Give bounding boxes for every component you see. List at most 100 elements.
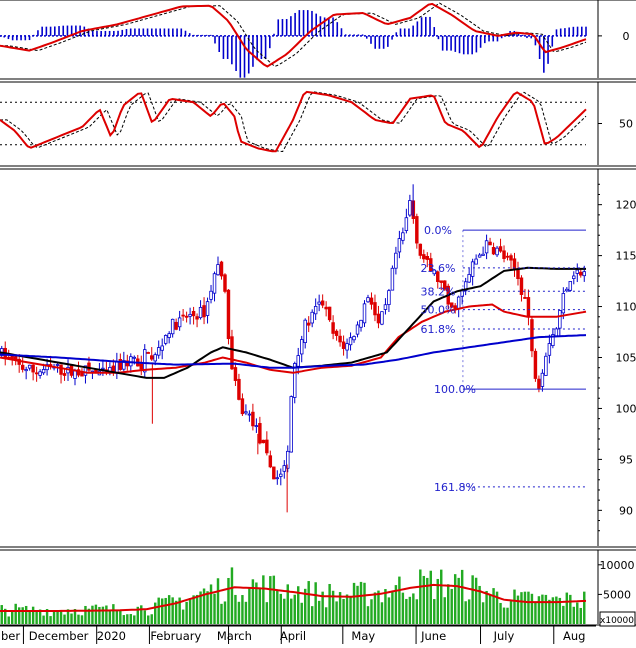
volume-bar [112,604,114,624]
price-candle-body [409,201,412,216]
price-candle-body [395,253,398,268]
volume-bar [356,586,358,624]
price-candle-body [485,241,488,253]
volume-bar [130,614,132,624]
price-candle-body [283,466,286,472]
price-candle-body [206,302,209,316]
price-candle-body [74,371,77,379]
price-candle-body [499,247,502,251]
volume-bar [171,597,173,624]
volume-bar [314,582,316,624]
price-axis-label: 100 [616,402,636,415]
volume-bar [109,611,111,624]
price-candle-body [259,423,262,443]
price-candle-body [182,315,185,316]
volume-bar [423,576,425,624]
price-candle-body [290,397,293,452]
volume-bar [300,603,302,624]
volume-bar [538,596,540,624]
volume-bar [49,616,51,624]
volume-bar [461,570,463,624]
price-candle-body [178,318,181,327]
price-candle-body [262,440,265,442]
x-axis-label: April [280,629,306,643]
volume-unit-label: x10000 [600,616,634,626]
volume-bar [14,604,16,624]
x-axis-label: June [420,629,446,643]
price-candle-body [25,370,28,371]
price-candle-body [489,242,492,245]
fibonacci-level-label: 0.0% [424,224,452,237]
price-candle-body [370,298,373,304]
price-candle-body [527,297,530,316]
volume-bar [126,614,128,624]
price-candle-body [276,478,279,479]
x-axis-label: 2020 [97,629,126,643]
volume-bar [573,607,575,624]
volume-bar [433,599,435,624]
price-candle-body [565,289,568,291]
x-axis-label: July [493,629,515,643]
volume-bar [450,589,452,624]
macd-axis-label: 0 [623,30,630,43]
price-candle-body [360,320,363,327]
volume-bar [248,588,250,624]
volume-bar [370,599,372,624]
price-candle-body [325,307,328,309]
price-candle-body [384,305,387,310]
volume-bar [206,591,208,624]
price-axis-label: 95 [619,453,633,466]
price-candle-body [241,399,244,414]
price-candle-body [234,368,237,381]
volume-bar [517,596,519,624]
volume-bar [520,592,522,624]
price-candle-body [572,276,575,279]
volume-bar [283,599,285,624]
price-axis-label: 115 [616,250,636,263]
fibonacci-level-label: 100.0% [434,383,476,396]
price-candle-body [506,256,509,257]
volume-bar [266,602,268,624]
price-candle-body [269,456,272,467]
price-candle-body [192,311,195,315]
volume-bar [416,599,418,624]
volume-bar [513,590,515,624]
price-candle-body [140,364,143,369]
volume-bar [140,605,142,624]
x-axis-label: Aug [563,629,585,643]
price-candle-body [381,312,384,325]
x-axis-label: ber [1,629,20,643]
volume-bar [527,592,529,624]
price-candle-body [548,344,551,356]
volume-bar [506,608,508,624]
volume-bar [259,589,261,624]
price-candle-body [32,365,35,372]
price-candle-body [175,322,178,329]
volume-bar [252,579,254,624]
volume-bar [377,591,379,624]
volume-bar [294,595,296,624]
fibonacci-level-label: 23.6% [421,262,456,275]
volume-bar [276,591,278,624]
price-candle-body [199,307,202,317]
price-candle-body [482,254,485,255]
price-candle-body [569,281,572,290]
price-candle-body [328,307,331,320]
volume-bar [391,591,393,624]
volume-bar [412,593,414,624]
volume-bar [328,584,330,624]
volume-bar [18,607,20,624]
volume-bar [25,606,27,624]
volume-bar [444,597,446,624]
volume-bar [60,611,62,624]
price-candle-body [143,350,146,372]
price-candle-body [517,269,520,279]
price-candle-body [102,368,105,369]
price-candle-body [559,310,562,328]
volume-axis-label: 5000 [603,588,631,601]
volume-bar [273,576,275,624]
price-axis-label: 90 [619,504,633,517]
volume-bar [35,612,37,624]
price-candle-body [416,217,419,244]
